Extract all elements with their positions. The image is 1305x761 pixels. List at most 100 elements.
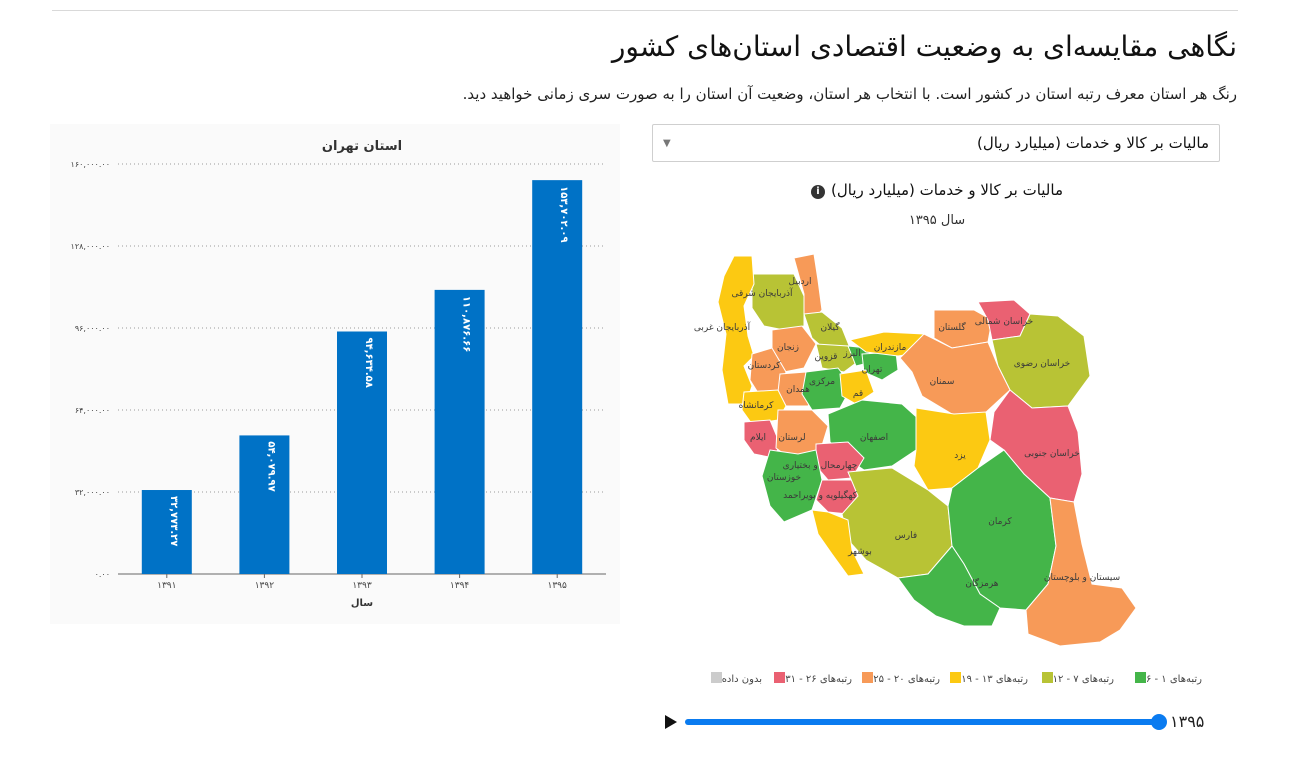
chevron-down-icon: ▼ bbox=[663, 138, 671, 149]
province-label: آذربایجان غربی bbox=[694, 321, 751, 333]
province-chart-panel: استان تهران ۰.۰۰ ۳۲,۰۰۰.۰۰ ۶۴,۰۰۰.۰۰ ۹۶,۰۰۰.… bbox=[50, 124, 620, 624]
slider-year-label: ۱۳۹۵ bbox=[1170, 712, 1205, 731]
y-tick-label: ۳۲,۰۰۰.۰۰ bbox=[75, 488, 110, 497]
legend-item[interactable]: رتبه‌های ۲۶ - ۳۱ bbox=[769, 672, 852, 685]
bar-chart: استان تهران ۰.۰۰ ۳۲,۰۰۰.۰۰ ۶۴,۰۰۰.۰۰ ۹۶,۰۰۰.… bbox=[71, 139, 606, 609]
province-shape[interactable] bbox=[801, 367, 853, 411]
province-label: لرستان bbox=[778, 433, 805, 443]
y-tick-label: ۶۴,۰۰۰.۰۰ bbox=[75, 406, 110, 415]
slider-fill bbox=[685, 719, 1159, 725]
province-label: اصفهان bbox=[860, 433, 888, 443]
bar bbox=[337, 331, 387, 574]
province-label: کردستان bbox=[748, 361, 782, 371]
legend-item[interactable]: رتبه‌های ۱۳ - ۱۹ bbox=[945, 672, 1028, 685]
map-panel: مالیات بر کالا و خدمات (میلیارد ریال) ▼ … bbox=[652, 124, 1222, 744]
info-icon[interactable]: i bbox=[811, 185, 825, 199]
province-label: ایلام bbox=[750, 433, 766, 443]
province-shape[interactable] bbox=[815, 343, 861, 373]
slider-track[interactable] bbox=[685, 714, 1167, 730]
province-label: مازندران bbox=[874, 343, 907, 353]
province-shape[interactable] bbox=[717, 255, 755, 405]
province-label: گیلان bbox=[821, 321, 841, 333]
play-icon[interactable] bbox=[665, 715, 677, 729]
province-label: آذربایجان شرقی bbox=[732, 287, 793, 299]
y-tick-label: ۹۶,۰۰۰.۰۰ bbox=[75, 324, 110, 333]
x-tick-label: ۱۳۹۱ bbox=[157, 581, 176, 591]
x-tick-label: ۱۳۹۴ bbox=[450, 581, 470, 591]
slider-thumb[interactable] bbox=[1151, 714, 1167, 730]
province-shape[interactable] bbox=[897, 545, 1001, 627]
x-tick-label: ۱۳۹۵ bbox=[548, 581, 568, 591]
legend-label: رتبه‌های ۷ - ۱۲ bbox=[1052, 674, 1114, 685]
province-label: فارس bbox=[895, 531, 917, 541]
province-label: هرمزگان bbox=[965, 577, 998, 589]
province-label: همدان bbox=[786, 385, 810, 395]
legend-label: رتبه‌های ۲۰ - ۲۵ bbox=[873, 674, 940, 685]
province-label: اردبیل bbox=[789, 277, 812, 287]
province-label: سیستان و بلوچستان bbox=[1044, 573, 1120, 583]
province-label: تهران bbox=[862, 365, 883, 375]
x-tick-label: ۱۳۹۲ bbox=[255, 581, 275, 591]
legend-item[interactable]: رتبه‌های ۲۰ - ۲۵ bbox=[857, 672, 940, 685]
legend-swatch bbox=[1134, 672, 1146, 683]
bar-value-label: ۹۴,۶۳۴.۵۸ bbox=[363, 337, 374, 387]
bar bbox=[532, 180, 583, 574]
legend-label: رتبه‌های ۱ - ۶ bbox=[1145, 674, 1202, 685]
province-label: قم bbox=[853, 389, 863, 399]
province-label: بوشهر bbox=[847, 547, 872, 557]
province-shape[interactable] bbox=[1025, 497, 1137, 647]
y-tick-label: ۱۲۸,۰۰۰.۰۰ bbox=[71, 242, 110, 251]
province-label: قزوین bbox=[815, 352, 838, 362]
page-title: نگاهی مقایسه‌ای به وضعیت اقتصادی استان‌ه… bbox=[611, 30, 1237, 63]
map-title-text: مالیات بر کالا و خدمات (میلیارد ریال) bbox=[831, 181, 1063, 199]
province-label: چهارمحال و بختیاری bbox=[783, 461, 858, 471]
province-label: خراسان رضوی bbox=[1014, 359, 1070, 369]
bar bbox=[141, 490, 192, 574]
legend-item[interactable]: بدون داده bbox=[706, 672, 762, 685]
top-divider bbox=[52, 10, 1238, 11]
legend-swatch bbox=[862, 672, 874, 683]
province-label: کهگیلویه و بویراحمد bbox=[783, 489, 857, 501]
province-label: البرز bbox=[842, 349, 860, 359]
province-label: سمنان bbox=[930, 377, 955, 387]
map-title: مالیات بر کالا و خدمات (میلیارد ریال) i bbox=[652, 181, 1222, 199]
legend-swatch bbox=[950, 672, 962, 683]
indicator-select[interactable]: مالیات بر کالا و خدمات (میلیارد ریال) ▼ bbox=[652, 124, 1220, 162]
province-label: خراسان جنوبی bbox=[1024, 449, 1080, 459]
province-shape[interactable] bbox=[839, 369, 875, 405]
province-label: یزد bbox=[954, 451, 966, 461]
bar-value-label: ۵۴,۰۷۹.۹۷ bbox=[265, 441, 276, 491]
map-legend: رتبه‌های ۱ - ۶ رتبه‌های ۷ - ۱۲ رتبه‌های ۱۳… bbox=[672, 672, 1202, 688]
bar bbox=[239, 435, 290, 574]
legend-swatch bbox=[774, 672, 786, 683]
legend-label: بدون داده bbox=[721, 674, 762, 685]
chart-title: استان تهران bbox=[322, 139, 402, 154]
bar-value-label: ۱۱۰,۸۷۶.۶۶ bbox=[461, 296, 472, 352]
bar-value-label: ۳۲,۷۷۳.۲۷ bbox=[168, 496, 179, 546]
y-tick-label: ۱۶۰,۰۰۰.۰۰ bbox=[71, 160, 110, 169]
legend-item[interactable]: رتبه‌های ۷ - ۱۲ bbox=[1037, 672, 1114, 685]
province-label: گلستان bbox=[938, 321, 966, 333]
province-shape[interactable] bbox=[811, 509, 865, 577]
legend-item[interactable]: رتبه‌های ۱ - ۶ bbox=[1130, 672, 1202, 685]
legend-swatch bbox=[1041, 672, 1053, 683]
province-label: مرکزی bbox=[809, 377, 835, 387]
x-tick-label: ۱۳۹۳ bbox=[352, 581, 372, 591]
x-axis-title: سال bbox=[351, 598, 373, 609]
map-year: سال ۱۳۹۵ bbox=[908, 213, 966, 228]
province-label: خراسان شمالی bbox=[975, 317, 1034, 327]
legend-swatch bbox=[710, 672, 722, 683]
year-slider[interactable]: ۱۳۹۵ bbox=[652, 707, 1222, 737]
province-label: زنجان bbox=[777, 343, 799, 353]
province-label: خوزستان bbox=[767, 473, 801, 483]
province-label: کرمانشاه bbox=[739, 401, 775, 411]
legend-label: رتبه‌های ۲۶ - ۳۱ bbox=[785, 674, 852, 685]
page-subtitle: رنگ هر استان معرف رتبه استان در کشور است… bbox=[462, 85, 1237, 103]
bar-value-label: ۱۵۳,۷۰۲.۰۹ bbox=[558, 186, 569, 242]
indicator-select-value: مالیات بر کالا و خدمات (میلیارد ریال) bbox=[977, 134, 1209, 152]
legend-label: رتبه‌های ۱۳ - ۱۹ bbox=[961, 674, 1028, 685]
bar bbox=[434, 289, 485, 574]
province-label: کرمان bbox=[988, 517, 1012, 527]
y-tick-label: ۰.۰۰ bbox=[95, 570, 110, 579]
